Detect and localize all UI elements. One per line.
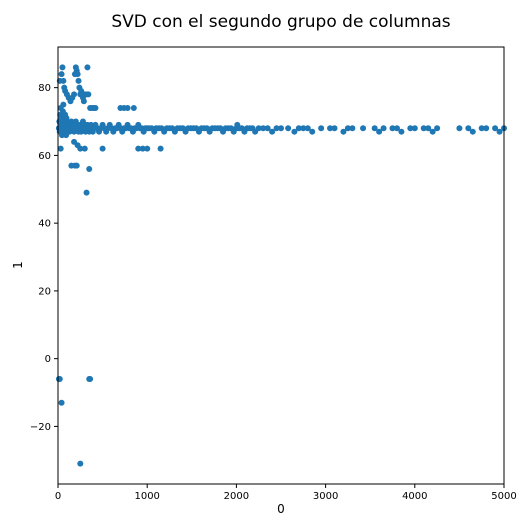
data-point [456, 125, 463, 132]
data-point [59, 64, 66, 71]
data-point [84, 64, 91, 71]
data-point [73, 162, 80, 169]
data-point [139, 145, 146, 152]
data-point [86, 165, 93, 172]
data-point [80, 98, 87, 105]
data-point [71, 91, 78, 98]
data-point [380, 125, 387, 132]
data-point [81, 145, 88, 152]
data-point [58, 399, 65, 406]
x-tick-label: 1000 [134, 491, 159, 502]
y-tick-label: 0 [45, 354, 51, 365]
y-tick-label: 20 [38, 286, 51, 297]
data-point [434, 125, 441, 132]
data-point [327, 125, 334, 132]
data-point [407, 125, 414, 132]
data-point [331, 125, 338, 132]
data-point [469, 128, 476, 135]
data-point [144, 145, 151, 152]
chart-title: SVD con el segundo grupo de columnas [111, 12, 450, 32]
data-point [278, 125, 284, 132]
plot-frame [57, 46, 505, 485]
data-point [92, 104, 99, 111]
data-point [344, 125, 351, 132]
x-tick-label: 3000 [313, 491, 338, 502]
data-point [255, 125, 262, 132]
y-axis: −20 0 20 40 60 80 [30, 83, 58, 433]
x-tick-label: 0 [55, 491, 61, 502]
data-point [75, 77, 82, 84]
data-point [77, 145, 84, 152]
data-point [496, 128, 503, 135]
data-point [318, 125, 325, 132]
data-point [349, 125, 356, 132]
data-point [74, 71, 81, 78]
data-point [340, 128, 347, 135]
data-point [87, 375, 94, 382]
data-point [124, 104, 131, 111]
points-layer [55, 64, 507, 467]
y-tick-label: 60 [38, 151, 51, 162]
data-point [77, 460, 84, 467]
data-point [99, 145, 106, 152]
x-tick-label: 2000 [224, 491, 249, 502]
data-point [273, 125, 280, 132]
data-point [360, 125, 367, 132]
data-point [492, 125, 499, 132]
data-point [130, 104, 137, 111]
data-point [398, 128, 405, 135]
data-point [264, 125, 271, 132]
data-point [371, 125, 378, 132]
x-axis-label: 0 [277, 502, 285, 516]
data-point [60, 77, 67, 84]
data-point [376, 128, 383, 135]
data-point [60, 101, 67, 108]
data-point [389, 125, 396, 132]
data-point [300, 125, 307, 132]
data-point [295, 125, 302, 132]
data-point [260, 125, 267, 132]
data-point [291, 128, 298, 135]
data-point [483, 125, 490, 132]
x-tick-label: 5000 [491, 491, 516, 502]
data-point [420, 125, 427, 132]
data-point [57, 145, 64, 152]
data-point [269, 128, 276, 135]
data-point [304, 125, 311, 132]
x-tick-label: 4000 [402, 491, 427, 502]
data-point [58, 71, 65, 78]
x-axis: 0 1000 2000 3000 4000 5000 [55, 484, 517, 502]
data-point [393, 125, 400, 132]
data-point [411, 125, 418, 132]
data-point [85, 91, 92, 98]
y-axis-label: 1 [11, 261, 25, 269]
y-tick-label: −20 [30, 422, 51, 433]
y-tick-label: 80 [38, 83, 51, 94]
data-point [425, 125, 432, 132]
data-point [285, 125, 292, 132]
data-point [465, 125, 472, 132]
data-point [478, 125, 485, 132]
data-point [429, 128, 436, 135]
data-point [309, 128, 316, 135]
data-point [83, 189, 90, 196]
data-point [157, 145, 164, 152]
data-point [135, 145, 142, 152]
y-tick-label: 40 [38, 219, 51, 230]
